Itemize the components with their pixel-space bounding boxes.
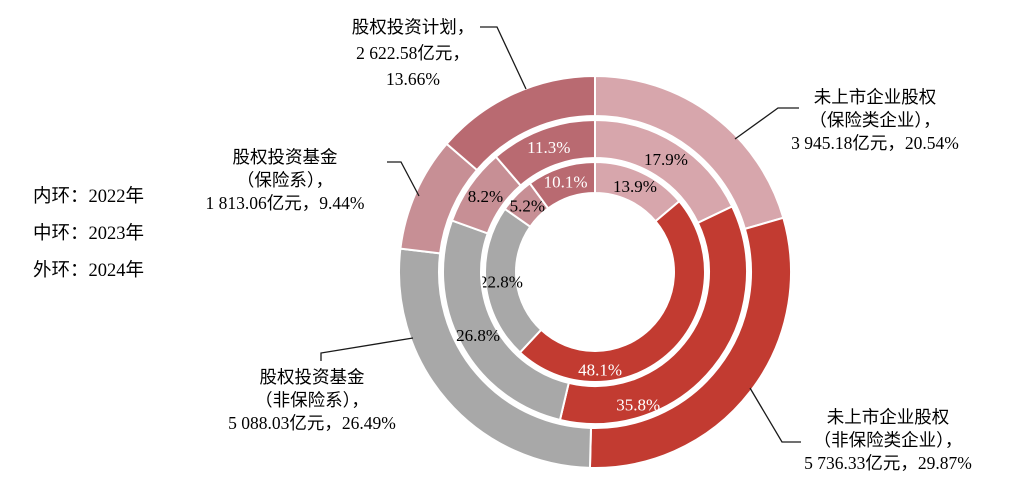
segment-percent-label: 5.2%	[510, 196, 545, 215]
ring-segment-2023年-cat1	[558, 205, 748, 425]
callout-line: 股权投资基金	[232, 147, 338, 167]
callout-line: 13.66%	[386, 69, 440, 89]
callout-line: （非保险类企业），	[813, 430, 963, 450]
legend-outer-ring: 外环：2024年	[33, 261, 145, 281]
leader-line-callout-0	[480, 26, 527, 90]
segment-percent-label: 48.1%	[578, 360, 622, 379]
callout-line: （保险类企业），	[809, 110, 941, 130]
ring-segment-2022年-cat4	[528, 160, 596, 210]
callout-line: （保险系），	[236, 170, 334, 190]
leader-line-callout-3	[320, 337, 414, 361]
callout-line: 2 622.58亿元，	[356, 43, 470, 63]
callout-equity-investment-plan: 股权投资计划， 2 622.58亿元， 13.66%	[352, 14, 475, 92]
callout-line: 股权投资基金	[259, 367, 365, 387]
legend-inner-ring: 内环：2022年	[33, 187, 145, 207]
segment-percent-label: 22.8%	[479, 272, 523, 291]
segment-percent-label: 11.3%	[527, 138, 570, 157]
callout-line: 5 736.33亿元，29.87%	[804, 453, 972, 473]
legend-middle-ring: 中环：2023年	[33, 224, 145, 244]
ring-segment-2024年-cat4	[445, 74, 596, 172]
segment-percent-label: 13.9%	[613, 177, 657, 196]
callout-unlisted-equity-insurance: 未上市企业股权 （保险类企业）， 3 945.18亿元，20.54%	[791, 86, 959, 155]
callout-line: 3 945.18亿元，20.54%	[791, 133, 959, 153]
ring-segment-2022年-cat1	[518, 199, 706, 383]
callout-equity-fund-non-insurance: 股权投资基金 （非保险系）， 5 088.03亿元，26.49%	[228, 366, 396, 435]
callout-equity-fund-insurance: 股权投资基金 （保险系）， 1 813.06亿元，9.44%	[206, 146, 365, 215]
callout-line: 1 813.06亿元，9.44%	[205, 193, 365, 213]
leader-line-callout-4	[749, 387, 801, 443]
callout-line: （非保险系），	[255, 390, 369, 410]
callout-unlisted-equity-non-insurance: 未上市企业股权 （非保险类企业）， 5 736.33亿元，29.87%	[804, 406, 972, 475]
callout-line: 股权投资计划，	[351, 17, 475, 37]
leader-line-callout-2	[387, 161, 420, 197]
callout-line: 未上市企业股权	[813, 87, 937, 107]
callout-line: 未上市企业股权	[826, 407, 950, 427]
callout-line: 5 088.03亿元，26.49%	[228, 413, 396, 433]
segment-percent-label: 26.8%	[456, 326, 500, 345]
ring-legend: 内环：2022年 中环：2023年 外环：2024年	[33, 186, 144, 297]
segment-percent-label: 8.2%	[468, 187, 503, 206]
segment-percent-label: 10.1%	[544, 173, 588, 192]
ring-segment-2023年-cat4	[494, 118, 596, 187]
segment-percent-label: 35.8%	[616, 396, 660, 415]
leader-line-callout-1	[734, 107, 799, 140]
segment-percent-label: 17.9%	[644, 150, 688, 169]
